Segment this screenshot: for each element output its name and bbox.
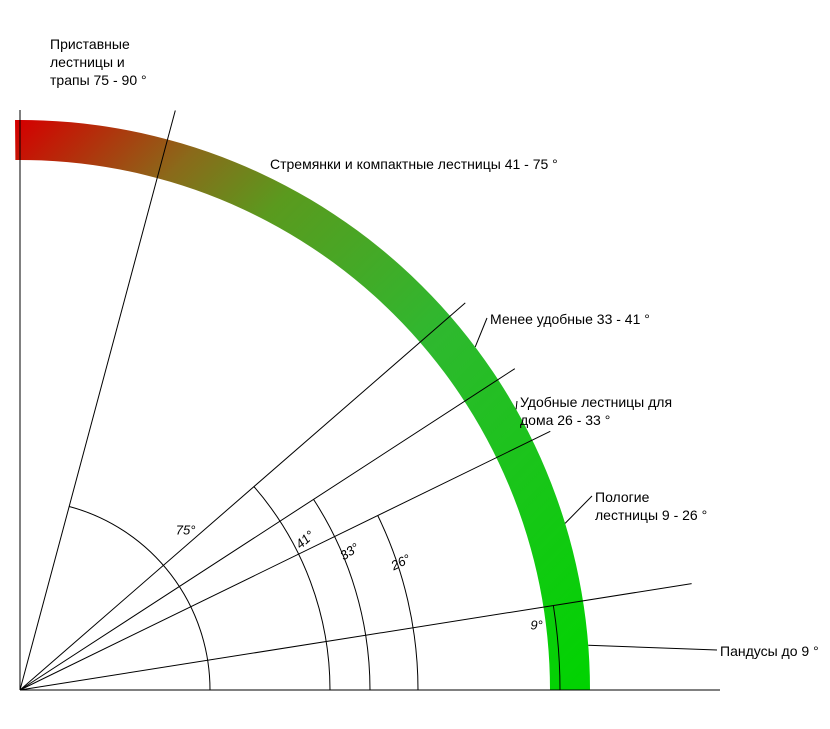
leader-less_comfy bbox=[475, 318, 487, 347]
angle-label-75: 75° bbox=[176, 522, 196, 537]
ray-41 bbox=[20, 303, 465, 690]
angle-label-33: 33° bbox=[337, 540, 362, 563]
ray-26 bbox=[20, 431, 550, 690]
angle-arc-41 bbox=[254, 487, 330, 690]
angle-label-9: 9° bbox=[530, 618, 542, 633]
angle-diagram: 9° 26° 33° 41° 75° bbox=[0, 0, 830, 729]
category-label-ladders: Приставные лестницы и трапы 75 - 90 ° bbox=[50, 35, 147, 90]
ray-75 bbox=[20, 110, 175, 690]
ray-33 bbox=[20, 369, 515, 690]
ray-9 bbox=[20, 584, 692, 690]
category-label-steplad: Стремянки и компактные лестницы 41 - 75 … bbox=[270, 155, 558, 173]
category-label-less_comfy: Менее удобные 33 - 41 ° bbox=[490, 310, 650, 328]
leader-gentle bbox=[565, 496, 592, 523]
category-label-ramps: Пандусы до 9 ° bbox=[720, 642, 819, 660]
gauge-band bbox=[15, 120, 590, 690]
angle-label-41: 41° bbox=[292, 527, 317, 551]
leader-ramps bbox=[588, 645, 717, 650]
category-label-gentle: Пологие лестницы 9 - 26 ° bbox=[595, 488, 707, 524]
leader-comfy bbox=[516, 401, 517, 409]
angle-arc-26 bbox=[378, 516, 418, 690]
angle-label-26: 26° bbox=[388, 551, 413, 574]
category-label-comfy: Удобные лестницы для дома 26 - 33 ° bbox=[520, 393, 672, 429]
angle-arc-33 bbox=[314, 499, 370, 690]
